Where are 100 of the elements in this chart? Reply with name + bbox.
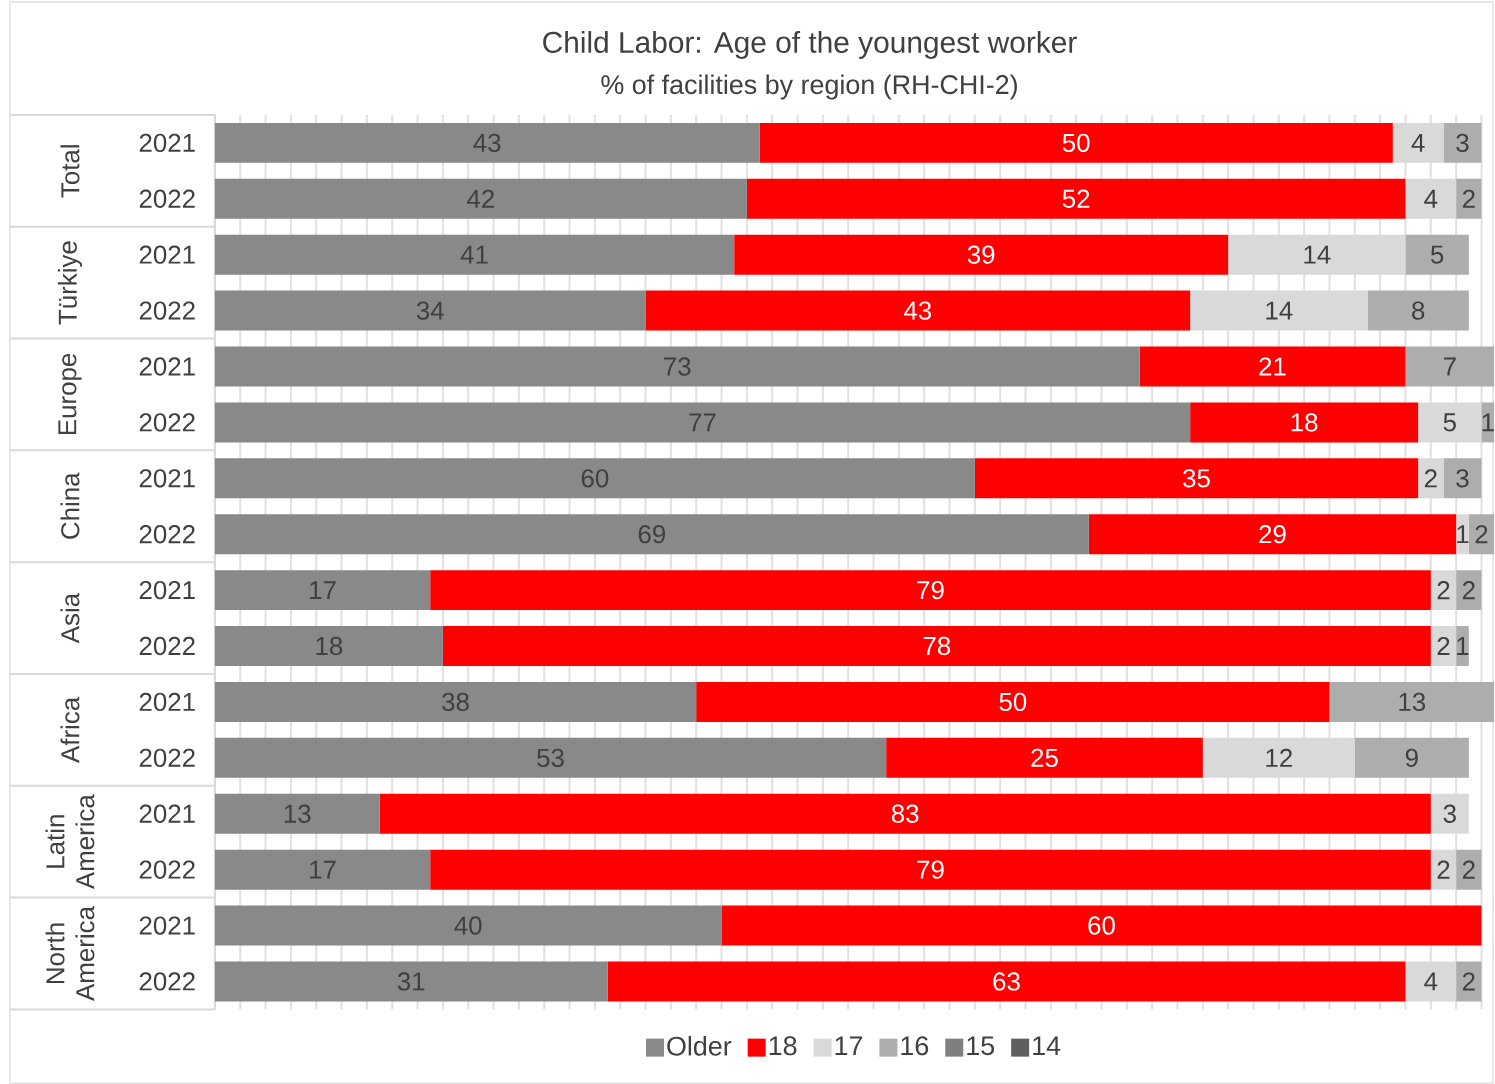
data-label: 43: [473, 133, 501, 152]
bar: [1202, 737, 1355, 778]
data-label: 13: [1399, 692, 1426, 711]
bar: [1468, 514, 1495, 555]
legend-label: Older: [667, 1035, 732, 1056]
data-label: 9: [1405, 748, 1418, 767]
y-tick-label: 2021: [139, 804, 195, 823]
y-tick-label: 2022: [139, 636, 195, 656]
text: Total: [60, 145, 80, 198]
bar: [721, 905, 1482, 946]
bar: [1456, 569, 1482, 610]
data-label: 79: [917, 860, 944, 879]
data-label: 41: [460, 245, 488, 264]
bar: [214, 514, 1089, 555]
data-label: 8: [1412, 301, 1425, 320]
y-tick-label: 2021: [139, 580, 195, 600]
y-tick-label: 2021: [139, 916, 195, 935]
bar: [214, 905, 722, 946]
data-label: 43: [904, 301, 932, 320]
bar: [1456, 961, 1482, 1002]
legend-label: 17: [835, 1036, 863, 1055]
bar: [886, 737, 1203, 778]
data-label: 79: [917, 580, 944, 600]
y-tick-label: 2022: [139, 524, 195, 544]
text: Latin America: [45, 794, 95, 889]
bar: [645, 290, 1191, 331]
bar: [214, 961, 608, 1002]
data-label: 4: [1424, 189, 1438, 208]
bar: [214, 458, 975, 499]
data-label: 50: [999, 692, 1027, 711]
bar: [1456, 849, 1482, 890]
y-tick-label: 2022: [139, 413, 195, 432]
data-label: 17: [310, 581, 336, 599]
data-label: 52: [1062, 189, 1090, 208]
text: Africa: [60, 696, 80, 763]
bar: [1392, 122, 1444, 163]
bar: [214, 569, 431, 610]
y-tick-label: 2021: [139, 468, 195, 488]
bar: [214, 290, 646, 331]
bar: [379, 793, 1431, 834]
data-label: 3: [1456, 468, 1469, 488]
bar: [214, 737, 887, 778]
data-label: 42: [467, 189, 494, 208]
text: Asia: [60, 592, 80, 644]
bar: [1443, 458, 1482, 499]
data-label: 2: [1437, 580, 1450, 599]
data-label: 63: [993, 972, 1020, 991]
bar: [1456, 514, 1469, 555]
bar: [214, 178, 747, 219]
bar: [214, 346, 1140, 387]
bar: [1430, 569, 1457, 610]
data-label: 2: [1424, 469, 1437, 488]
data-label: 7: [1443, 357, 1456, 376]
text: North America: [45, 905, 95, 1001]
y-tick-label: 2022: [139, 189, 195, 208]
bar: [442, 625, 1431, 666]
bar: [1405, 234, 1469, 275]
bar: [214, 681, 697, 722]
bar: [1456, 625, 1469, 666]
data-label: 39: [967, 245, 995, 264]
text: Europe: [58, 353, 82, 434]
data-label: 12: [1266, 748, 1292, 767]
bar: [430, 849, 1431, 890]
bar: [1405, 178, 1457, 219]
bar: [1354, 737, 1469, 778]
bar: [746, 178, 1406, 219]
data-label: 2: [1475, 524, 1488, 544]
data-label: 78: [923, 636, 951, 656]
chart-title: Child Labor: Age of the youngest worker: [543, 30, 1077, 59]
bar: [214, 234, 735, 275]
data-label: 2: [1462, 860, 1475, 879]
bar: [1190, 402, 1419, 443]
legend-label: 14: [1033, 1036, 1061, 1055]
data-label: 14: [1266, 301, 1293, 320]
data-label: 5: [1443, 413, 1456, 432]
bar: [1481, 402, 1495, 443]
data-label: 2: [1437, 860, 1450, 879]
chart-subtitle: % of facilities by region (RH-CHI-2): [601, 74, 1017, 100]
bar: [1418, 458, 1444, 499]
bar: [607, 961, 1406, 1002]
y-tick-label: 2022: [139, 860, 195, 879]
data-label: 35: [1183, 468, 1210, 488]
bar: [214, 402, 1191, 443]
y-tick-label: 2021: [139, 692, 195, 711]
data-label: 83: [891, 804, 919, 823]
y-tick-label: 2022: [139, 972, 195, 991]
data-label: 50: [1062, 133, 1090, 152]
bar: [214, 122, 760, 163]
data-label: 40: [454, 916, 482, 935]
legend-label: 16: [901, 1036, 929, 1056]
data-label: 1: [1457, 636, 1469, 655]
y-tick-label: 2021: [139, 133, 195, 152]
data-label: 69: [638, 524, 666, 544]
bar: [974, 458, 1419, 499]
bar: [1405, 346, 1495, 387]
data-label: 60: [581, 468, 609, 488]
data-label: 38: [442, 692, 469, 711]
bar: [1405, 961, 1457, 1002]
data-label: 3: [1456, 133, 1469, 152]
bar: [759, 122, 1393, 163]
